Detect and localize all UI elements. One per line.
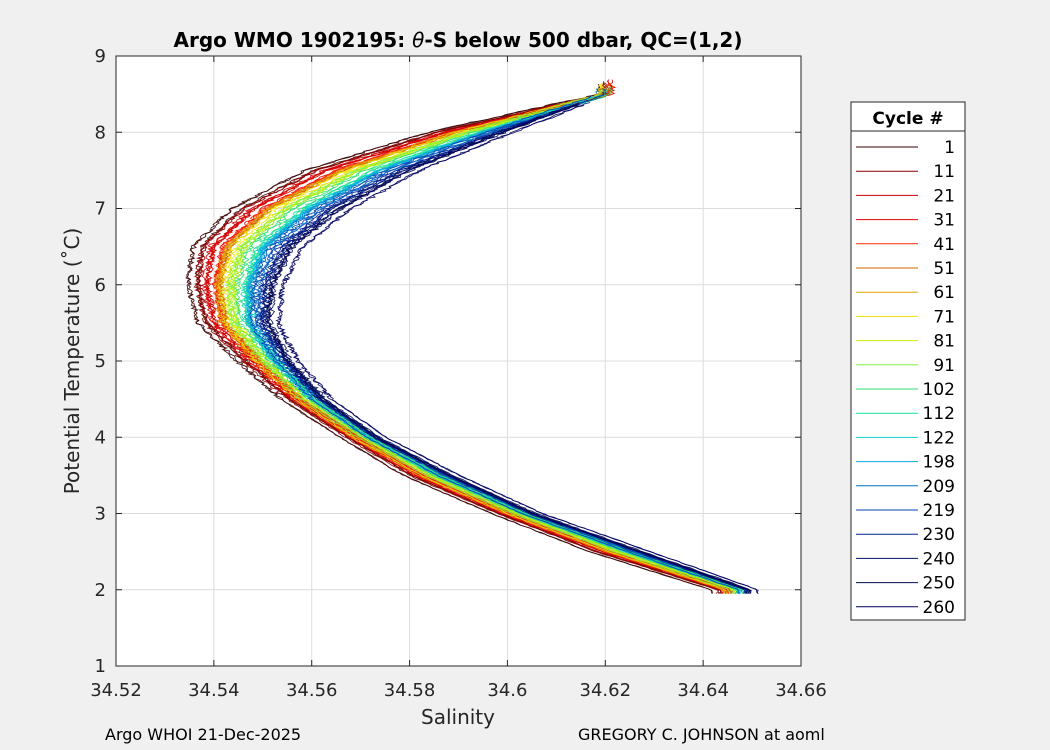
legend-label-230: 230 <box>923 525 955 545</box>
legend-label-209: 209 <box>923 477 955 497</box>
legend-label-240: 240 <box>923 549 955 569</box>
y-tick-label: 3 <box>95 504 106 525</box>
profile-line-cycle-260 <box>264 102 749 594</box>
y-tick-label: 5 <box>95 351 106 372</box>
x-tick-label: 34.58 <box>384 680 436 701</box>
legend: Cycle # 11121314151617181911021121221982… <box>850 101 966 621</box>
profile-line-cycle-61 <box>212 92 726 594</box>
footer-right: GREGORY C. JOHNSON at aoml <box>578 725 825 744</box>
legend-label-198: 198 <box>923 453 955 473</box>
legend-label-102: 102 <box>923 380 955 400</box>
legend-label-41: 41 <box>933 235 955 255</box>
x-tick-label: 34.52 <box>90 680 142 701</box>
legend-label-71: 71 <box>933 307 955 327</box>
profile-line-cycle-102 <box>235 87 738 594</box>
x-axis-label: Salinity <box>421 705 495 729</box>
x-tick-label: 34.62 <box>580 680 632 701</box>
y-tick-label: 1 <box>95 656 106 677</box>
chart-title: Argo WMO 1902195: θ-S below 500 dbar, QC… <box>174 28 743 52</box>
legend-label-219: 219 <box>923 501 955 521</box>
x-tick-label: 34.54 <box>188 680 240 701</box>
legend-label-51: 51 <box>933 259 955 279</box>
legend-box <box>850 101 966 621</box>
y-tick-label: 2 <box>95 580 106 601</box>
profile-line-cycle-91 <box>224 88 731 594</box>
profile-line-cycle-71 <box>217 82 727 594</box>
footer-left: Argo WHOI 21-Dec-2025 <box>105 725 302 744</box>
y-tick-label: 7 <box>95 199 106 220</box>
x-tick-label: 34.64 <box>677 680 729 701</box>
legend-entries: 1112131415161718191102112122198209219230… <box>856 138 955 618</box>
legend-label-260: 260 <box>923 598 955 618</box>
legend-label-21: 21 <box>933 186 955 206</box>
legend-label-112: 112 <box>923 404 955 424</box>
profile-line-cycle-219 <box>248 96 740 594</box>
x-tick-label: 34.56 <box>286 680 338 701</box>
legend-label-11: 11 <box>933 162 955 182</box>
legend-label-250: 250 <box>923 574 955 594</box>
legend-label-31: 31 <box>933 211 955 231</box>
legend-label-81: 81 <box>933 332 955 352</box>
legend-label-122: 122 <box>923 428 955 448</box>
profile-line-cycle-209 <box>254 99 748 594</box>
y-tick-label: 8 <box>95 122 106 143</box>
profiles <box>185 79 759 594</box>
y-tick-label: 6 <box>95 275 106 296</box>
x-tick-label: 34.6 <box>487 680 527 701</box>
profile-line-cycle-260 <box>276 105 759 594</box>
y-tick-label: 4 <box>95 427 106 448</box>
profile-line-cycle-250 <box>267 103 752 594</box>
profile-line-cycle-81 <box>228 94 736 594</box>
axis-ticks: 34.52 34.54 34.56 34.58 34.6 34.62 34.64 34.66 1… <box>90 46 827 701</box>
profile-line-cycle-1 <box>185 85 713 594</box>
profile-line-cycle-11 <box>193 82 719 594</box>
legend-title: Cycle # <box>872 109 943 129</box>
legend-label-61: 61 <box>933 283 955 303</box>
y-axis-label: Potential Temperature (˚C) <box>60 228 84 495</box>
profile-line-cycle-31 <box>203 97 724 594</box>
y-tick-label: 9 <box>95 46 106 67</box>
x-tick-label: 34.66 <box>775 680 827 701</box>
legend-label-1: 1 <box>944 138 955 158</box>
legend-label-91: 91 <box>933 356 955 376</box>
